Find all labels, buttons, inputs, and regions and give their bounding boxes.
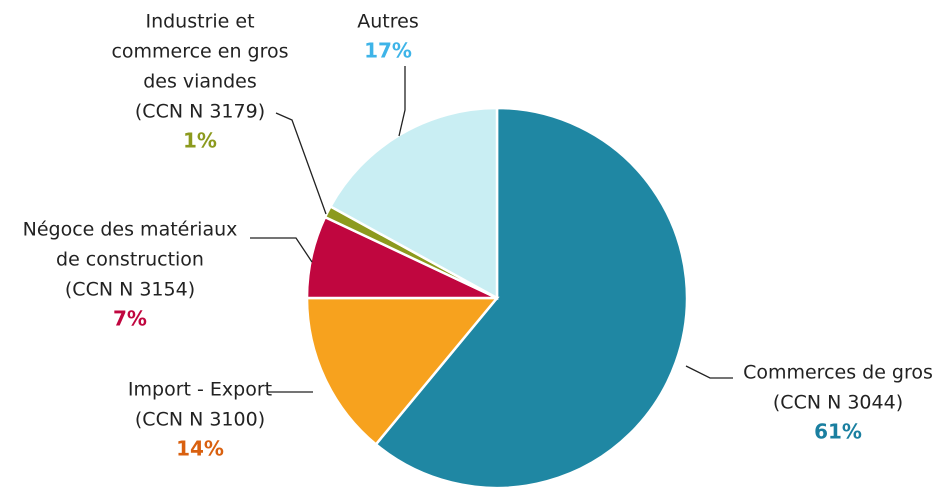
slice-label: Import - Export bbox=[128, 379, 272, 401]
slice-label: (CCN N 3100) bbox=[135, 409, 265, 431]
leader-line bbox=[685, 365, 733, 379]
pie-slice bbox=[374, 106, 689, 490]
slice-label: Commerces de gros bbox=[743, 362, 933, 384]
slice-label: commerce en gros bbox=[111, 41, 288, 63]
pie-slice bbox=[328, 106, 499, 301]
value-label: 7% bbox=[113, 307, 147, 331]
slice-label: Négoce des matériaux bbox=[23, 219, 238, 241]
leader-line bbox=[250, 237, 313, 263]
value-label: 17% bbox=[364, 39, 412, 63]
slice-label: de construction bbox=[56, 249, 204, 271]
slice-label: des viandes bbox=[143, 71, 257, 93]
pie-slice bbox=[305, 296, 500, 447]
slice-label: (CCN N 3154) bbox=[65, 279, 195, 301]
slice-label: (CCN N 3179) bbox=[135, 101, 265, 123]
leader-line bbox=[275, 112, 327, 215]
value-label: 14% bbox=[176, 437, 224, 461]
value-label: 1% bbox=[183, 129, 217, 153]
leader-line bbox=[398, 66, 406, 137]
slice-label: (CCN N 3044) bbox=[773, 392, 903, 414]
slice-label: Autres bbox=[357, 11, 418, 33]
slice-label: Industrie et bbox=[145, 11, 254, 33]
value-label: 61% bbox=[814, 420, 862, 444]
